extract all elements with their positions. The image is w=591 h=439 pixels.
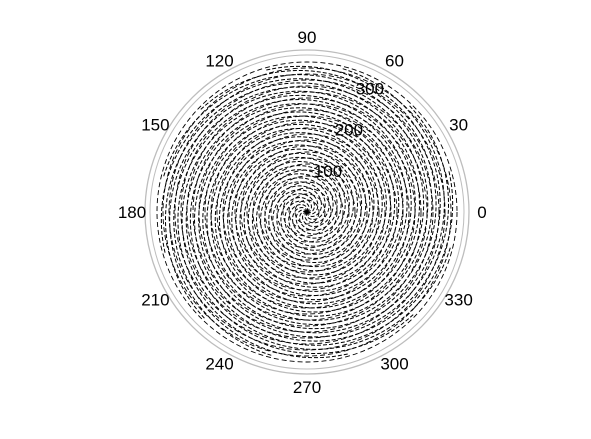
texture-ring [156,61,458,363]
spiral-line-10 [173,90,416,359]
texture-ring [180,85,434,339]
angle-tick-180: 180 [118,203,146,222]
angle-tick-0: 0 [477,203,486,222]
angle-tick-labels: 0 30 60 90 120 150 180 210 240 270 300 330 [118,28,487,397]
radial-tick-100: 100 [314,162,342,181]
texture-ring [228,133,386,291]
texture-ring [174,79,440,345]
spiral-lines [156,61,458,363]
spiral-line-3 [194,68,445,338]
spiral-line-8 [164,82,425,319]
texture-ring [252,157,362,267]
spiral-line-7 [160,78,429,321]
angle-tick-300: 300 [380,355,408,374]
outer-ring [144,49,470,375]
spiral-line-9 [169,86,420,356]
angle-tick-210: 210 [141,291,169,310]
angle-tick-330: 330 [444,291,472,310]
spiral-line-2 [189,105,450,342]
texture-ring [210,115,404,309]
texture-ring [162,67,452,357]
texture-ring [264,169,350,255]
inner-ring [149,54,465,370]
angle-tick-120: 120 [205,51,233,70]
texture-ring [294,199,320,225]
radial-tick-labels: 100 200 300 [314,80,384,181]
texture-ring [234,139,380,285]
spiral-line-11 [177,94,414,355]
angle-tick-30: 30 [449,116,468,135]
angle-tick-270: 270 [293,378,321,397]
texture-ring [288,193,326,231]
angle-tick-60: 60 [385,51,404,70]
texture-ring [192,97,422,327]
texture-ring [204,109,410,315]
plot-area: 0 30 60 90 120 150 180 210 240 270 300 330 100 200 30… [118,28,487,397]
spiral-line-4 [198,65,441,334]
radial-tick-300: 300 [356,80,384,99]
texture-ring [198,103,416,321]
spiral-line-5 [200,69,437,330]
angle-tick-150: 150 [141,116,169,135]
spiral-line-0 [181,99,451,350]
radial-tick-200: 200 [335,121,363,140]
texture-ring [276,181,338,243]
texture-ring [258,163,356,261]
spiral-line-6 [163,74,433,325]
texture-ring [168,73,446,351]
angle-tick-90: 90 [298,28,317,47]
spiral-line-1 [185,103,454,346]
texture-ring [282,187,332,237]
texture-ring [216,121,398,303]
texture-ring [240,145,374,279]
texture-ring [222,127,392,297]
texture-ring [186,91,428,333]
angle-tick-240: 240 [205,355,233,374]
texture-ring [270,175,344,249]
texture-ring [246,151,368,273]
